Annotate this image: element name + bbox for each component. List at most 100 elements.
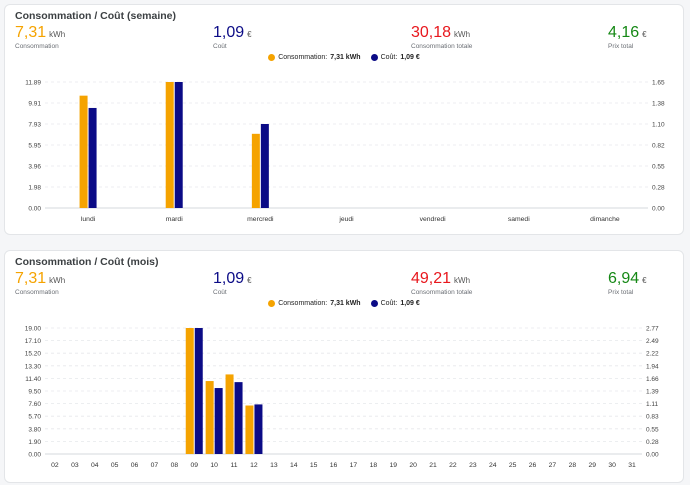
monthly-bar-chart: 0.00 1.90 3.80 5.70 7.60 9.50 11.40 13.30 15.20 1… [25,326,659,470]
weekly-legend-cost-label: Coût: [380,54,398,61]
monthly-legend-cost-value: 1,09 € [400,300,420,307]
x-tick-label: 18 [370,462,378,469]
weekly-total-consumption-label: Consommation totale [411,43,473,50]
monthly-cost-stat: 1,09 € Coût [213,270,252,296]
x-tick-label: 21 [429,462,437,469]
x-tick-label: 04 [91,462,99,469]
x-tick-label: lundi [81,216,96,223]
y-right-tick-label: 1.65 [652,80,665,87]
monthly-total-price-label: Prix total [608,289,634,296]
y-right-tick-label: 1.10 [652,122,665,129]
y-right-tick-label: 1.11 [646,401,659,408]
y-right-tick-label: 1.66 [646,376,659,383]
cost-bar [88,107,97,208]
weekly-legend: Consommation: 7,31 kWh Coût: 1,09 € [5,54,683,61]
weekly-legend-consumption-value: 7,31 kWh [330,54,361,61]
monthly-cost-value: 1,09 [213,270,245,287]
monthly-total-price-stat: 6,94 € Prix total [608,270,647,296]
consumption-bar [165,82,174,208]
weekly-consumption-label: Consommation [15,43,59,50]
monthly-total-consumption-value: 49,21 [411,270,452,287]
x-tick-label: 03 [71,462,79,469]
cost-bar [174,82,183,208]
weekly-total-consumption-stat: 30,18 kWh Consommation totale [411,24,472,50]
y-right-tick-label: 0.28 [652,185,665,192]
x-tick-label: jeudi [338,216,354,223]
y-right-tick-label: 2.22 [646,351,659,358]
x-tick-label: dimanche [590,216,620,223]
weekly-total-price-label: Prix total [608,43,634,50]
x-tick-label: 23 [469,462,477,469]
weekly-card: Consommation / Coût (semaine) 7,31 kWh Co… [4,4,684,235]
x-tick-label: 14 [290,462,298,469]
monthly-legend-consumption-label: Consommation: [278,300,328,307]
cost-bar [254,404,263,454]
monthly-legend-consumption[interactable]: Consommation: 7,31 kWh [268,300,361,307]
y-right-tick-label: 2.77 [646,326,659,333]
cost-dot-icon [370,300,378,307]
x-tick-label: 30 [608,462,616,469]
cost-bar [214,388,223,454]
x-tick-label: mercredi [247,216,274,223]
y-left-tick-label: 1.90 [28,439,41,446]
monthly-consumption-label: Consommation [15,289,59,296]
y-left-tick-label: 9.91 [28,101,41,108]
x-tick-label: 15 [310,462,318,469]
x-tick-label: 13 [270,462,278,469]
weekly-total-price-unit: € [642,30,647,39]
y-left-tick-label: 9.50 [28,389,41,396]
weekly-total-price-stat: 4,16 € Prix total [608,24,647,50]
weekly-card-title: Consommation / Coût (semaine) [15,10,177,22]
consumption-bar [245,405,254,454]
x-tick-label: 22 [449,462,457,469]
x-tick-label: 07 [151,462,159,469]
monthly-legend-consumption-value: 7,31 kWh [330,300,361,307]
weekly-consumption-stat: 7,31 kWh Consommation [15,24,65,50]
weekly-total-consumption-unit: kWh [454,30,471,39]
weekly-cost-label: Coût [213,43,227,50]
x-tick-label: 26 [529,462,537,469]
monthly-card: Consommation / Coût (mois) 7,31 kWh Conso… [4,250,684,483]
x-tick-label: 27 [549,462,557,469]
y-left-tick-label: 17.10 [25,338,42,345]
x-tick-label: 02 [51,462,59,469]
monthly-total-consumption-unit: kWh [454,276,471,285]
x-tick-label: 24 [489,462,497,469]
x-tick-label: 12 [250,462,258,469]
y-right-tick-label: 1.94 [646,363,659,370]
weekly-consumption-unit: kWh [49,30,66,39]
y-right-tick-label: 0.83 [646,414,659,421]
y-left-tick-label: 7.93 [28,122,41,129]
monthly-card-title: Consommation / Coût (mois) [15,256,159,268]
y-right-tick-label: 0.55 [652,164,665,171]
consumption-bar [225,374,234,454]
y-left-tick-label: 13.30 [25,363,42,370]
cost-bar [194,328,203,454]
consumption-bar [251,133,260,208]
monthly-cost-unit: € [247,276,252,285]
weekly-bar-chart: 0.00 1.98 3.96 5.95 7.93 9.91 11.89 0.00 0.28 0.5… [25,80,665,224]
consumption-dot-icon [268,54,276,61]
weekly-legend-consumption[interactable]: Consommation: 7,31 kWh [268,54,361,61]
y-left-tick-label: 1.98 [28,185,41,192]
weekly-legend-cost[interactable]: Coût: 1,09 € [370,54,420,61]
consumption-bar [185,328,194,454]
weekly-consumption-value: 7,31 [15,24,47,41]
x-tick-label: 11 [231,462,238,469]
consumption-bar [79,95,88,208]
monthly-legend-cost[interactable]: Coût: 1,09 € [370,300,420,307]
y-left-tick-label: 15.20 [25,351,42,358]
consumption-bar [205,381,214,454]
y-left-tick-label: 11.40 [25,376,41,383]
y-right-tick-label: 0.28 [646,439,659,446]
y-right-tick-label: 2.49 [646,338,659,345]
x-tick-label: 09 [190,462,198,469]
cost-bar [234,382,243,454]
x-tick-label: 10 [210,462,218,469]
weekly-total-consumption-value: 30,18 [411,24,452,41]
monthly-cost-label: Coût [213,289,227,296]
x-tick-label: 28 [569,462,577,469]
monthly-total-consumption-label: Consommation totale [411,289,473,296]
monthly-legend: Consommation: 7,31 kWh Coût: 1,09 € [5,300,683,307]
y-left-tick-label: 5.70 [28,414,41,421]
